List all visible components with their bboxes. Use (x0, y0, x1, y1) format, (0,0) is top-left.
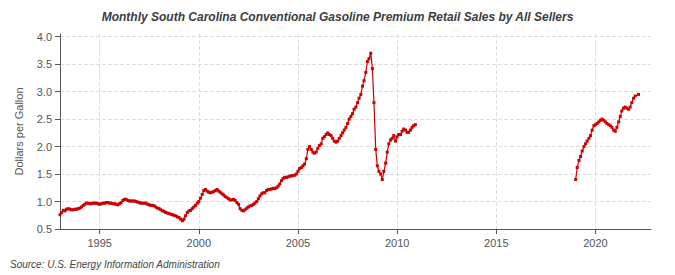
svg-text:3.0: 3.0 (37, 86, 52, 98)
svg-text:2.5: 2.5 (37, 113, 52, 125)
svg-text:0.5: 0.5 (37, 223, 52, 235)
svg-text:Dollars per Gallon: Dollars per Gallon (13, 87, 25, 175)
svg-text:2020: 2020 (583, 237, 607, 249)
svg-text:1.5: 1.5 (37, 168, 52, 180)
svg-text:2015: 2015 (484, 237, 508, 249)
svg-text:2010: 2010 (385, 237, 409, 249)
svg-text:3.5: 3.5 (37, 58, 52, 70)
svg-text:2.0: 2.0 (37, 141, 52, 153)
svg-text:2000: 2000 (187, 237, 211, 249)
svg-text:4.0: 4.0 (37, 31, 52, 43)
svg-text:2005: 2005 (286, 237, 310, 249)
svg-text:Monthly South Carolina Convent: Monthly South Carolina Conventional Gaso… (102, 10, 574, 24)
svg-text:1995: 1995 (87, 237, 111, 249)
svg-text:Source: U.S. Energy Informatio: Source: U.S. Energy Information Administ… (10, 259, 220, 270)
svg-text:1.0: 1.0 (37, 196, 52, 208)
